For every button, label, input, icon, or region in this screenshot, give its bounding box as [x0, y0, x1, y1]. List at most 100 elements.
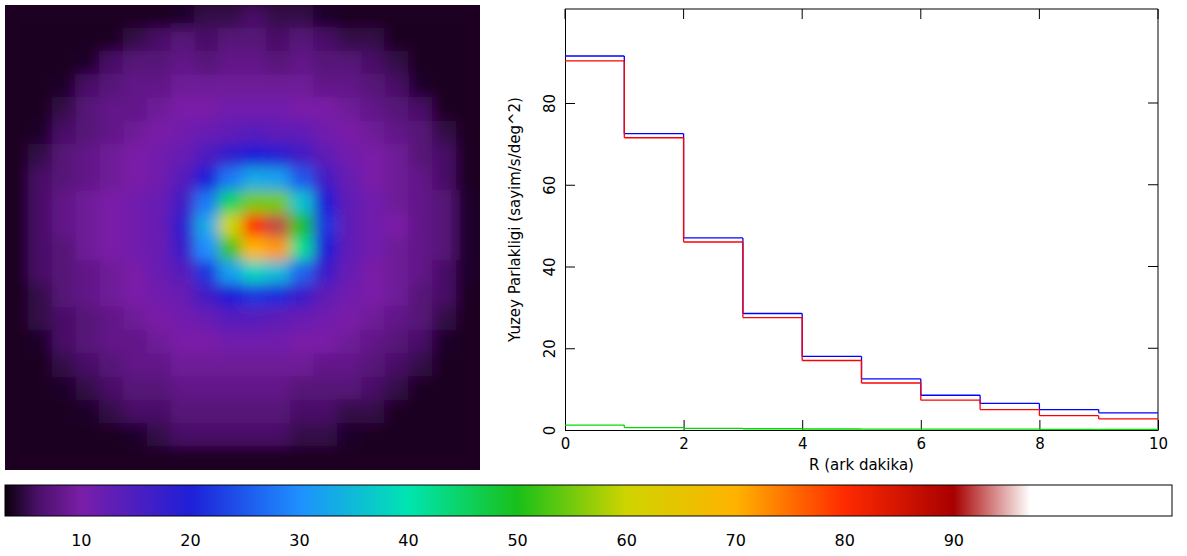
heatmap-cell — [266, 98, 291, 122]
colorbar-tick-label: 20 — [180, 531, 200, 550]
heatmap-cell — [266, 214, 291, 238]
heatmap-cell — [5, 377, 29, 401]
heatmap-cell — [218, 446, 243, 470]
heatmap-cell — [408, 237, 433, 261]
y-tick-mark — [565, 348, 575, 349]
step-riser — [683, 427, 684, 429]
heatmap-cell — [266, 191, 291, 215]
heatmap-cell — [361, 423, 386, 447]
heatmap-cell — [195, 353, 220, 377]
heatmap-cell — [76, 5, 101, 29]
heatmap-cell — [242, 167, 267, 191]
heatmap-cell — [218, 167, 243, 191]
heatmap-cell — [408, 5, 433, 29]
step-riser — [979, 400, 980, 409]
step-series — [565, 61, 1158, 419]
step-riser — [802, 428, 803, 430]
heatmap-cell — [290, 400, 315, 424]
heatmap-cell — [361, 353, 386, 377]
heatmap-cell — [337, 237, 362, 261]
heatmap-cell — [5, 446, 29, 470]
step-segment — [624, 137, 683, 138]
heatmap-cell — [266, 144, 291, 168]
y-tick-label: 60 — [541, 176, 559, 195]
x-tick-mark-top — [920, 9, 921, 19]
colorbar-tick-label: 90 — [944, 531, 964, 550]
heatmap-cell — [313, 74, 338, 98]
heatmap-cell — [432, 28, 457, 52]
heatmap-cell — [52, 214, 77, 238]
heatmap-cell — [218, 330, 243, 354]
heatmap-cell — [361, 5, 386, 29]
y-axis: 020406080 — [541, 10, 575, 436]
y-tick-label: 0 — [541, 426, 559, 436]
y-tick-label: 20 — [541, 339, 559, 358]
heatmap-cell — [147, 353, 172, 377]
heatmap-cell — [456, 121, 480, 145]
heatmap-cell — [147, 51, 172, 75]
heatmap-cell — [290, 353, 315, 377]
heatmap-cell — [28, 74, 53, 98]
heatmap-cell — [100, 423, 125, 447]
heatmap-cell — [218, 214, 243, 238]
y-tick-mark — [565, 267, 575, 268]
heatmap-cell — [242, 237, 267, 261]
step-segment — [862, 429, 921, 430]
heatmap-cell — [432, 214, 457, 238]
heatmap-cell — [147, 214, 172, 238]
heatmap-cell — [456, 377, 480, 401]
heatmap-cell — [385, 260, 410, 284]
heatmap-cell — [5, 214, 29, 238]
heatmap-cell — [5, 28, 29, 52]
mirror-ticks — [565, 9, 1158, 430]
y-tick: 60 — [541, 176, 575, 195]
heatmap-cell — [218, 74, 243, 98]
heatmap-cell — [242, 377, 267, 401]
heatmap-cell — [385, 377, 410, 401]
heatmap-cell — [76, 330, 101, 354]
heatmap-cell — [266, 5, 291, 29]
heatmap-cell — [218, 237, 243, 261]
heatmap-cell — [313, 167, 338, 191]
heatmap-cell — [361, 260, 386, 284]
heatmap-cell — [218, 144, 243, 168]
heatmap-cell — [195, 423, 220, 447]
heatmap-cell — [242, 307, 267, 331]
heatmap-cell — [218, 5, 243, 29]
heatmap-cell — [76, 307, 101, 331]
step-riser — [742, 242, 743, 318]
heatmap-cell — [408, 214, 433, 238]
heatmap-cell — [195, 121, 220, 145]
step-segment — [684, 241, 743, 242]
heatmap-cell — [408, 28, 433, 52]
y-tick-mark-right — [1148, 184, 1158, 185]
heatmap-cell — [171, 400, 196, 424]
heatmap-cell — [385, 400, 410, 424]
heatmap-cell — [195, 400, 220, 424]
step-segment — [565, 60, 624, 61]
heatmap-cell — [100, 446, 125, 470]
heatmap-cell — [28, 214, 53, 238]
heatmap-cell — [100, 307, 125, 331]
step-riser — [920, 383, 921, 400]
heatmap-cell — [76, 214, 101, 238]
heatmap-cell — [147, 307, 172, 331]
heatmap-cell — [5, 260, 29, 284]
heatmap-cell — [385, 423, 410, 447]
heatmap-cell — [242, 5, 267, 29]
y-tick: 0 — [541, 426, 575, 436]
heatmap-cell — [408, 377, 433, 401]
heatmap-cell — [266, 51, 291, 75]
heatmap-cell — [361, 74, 386, 98]
heatmap-cell — [5, 284, 29, 308]
heatmap-cell — [28, 353, 53, 377]
heatmap-cell — [5, 191, 29, 215]
heatmap-cell — [52, 400, 77, 424]
heatmap-cell — [456, 28, 480, 52]
heatmap-cell — [52, 121, 77, 145]
heatmap-cell — [28, 330, 53, 354]
heatmap-cell — [290, 377, 315, 401]
heatmap-cell — [100, 353, 125, 377]
heatmap-cell — [52, 330, 77, 354]
heatmap-cell — [408, 74, 433, 98]
